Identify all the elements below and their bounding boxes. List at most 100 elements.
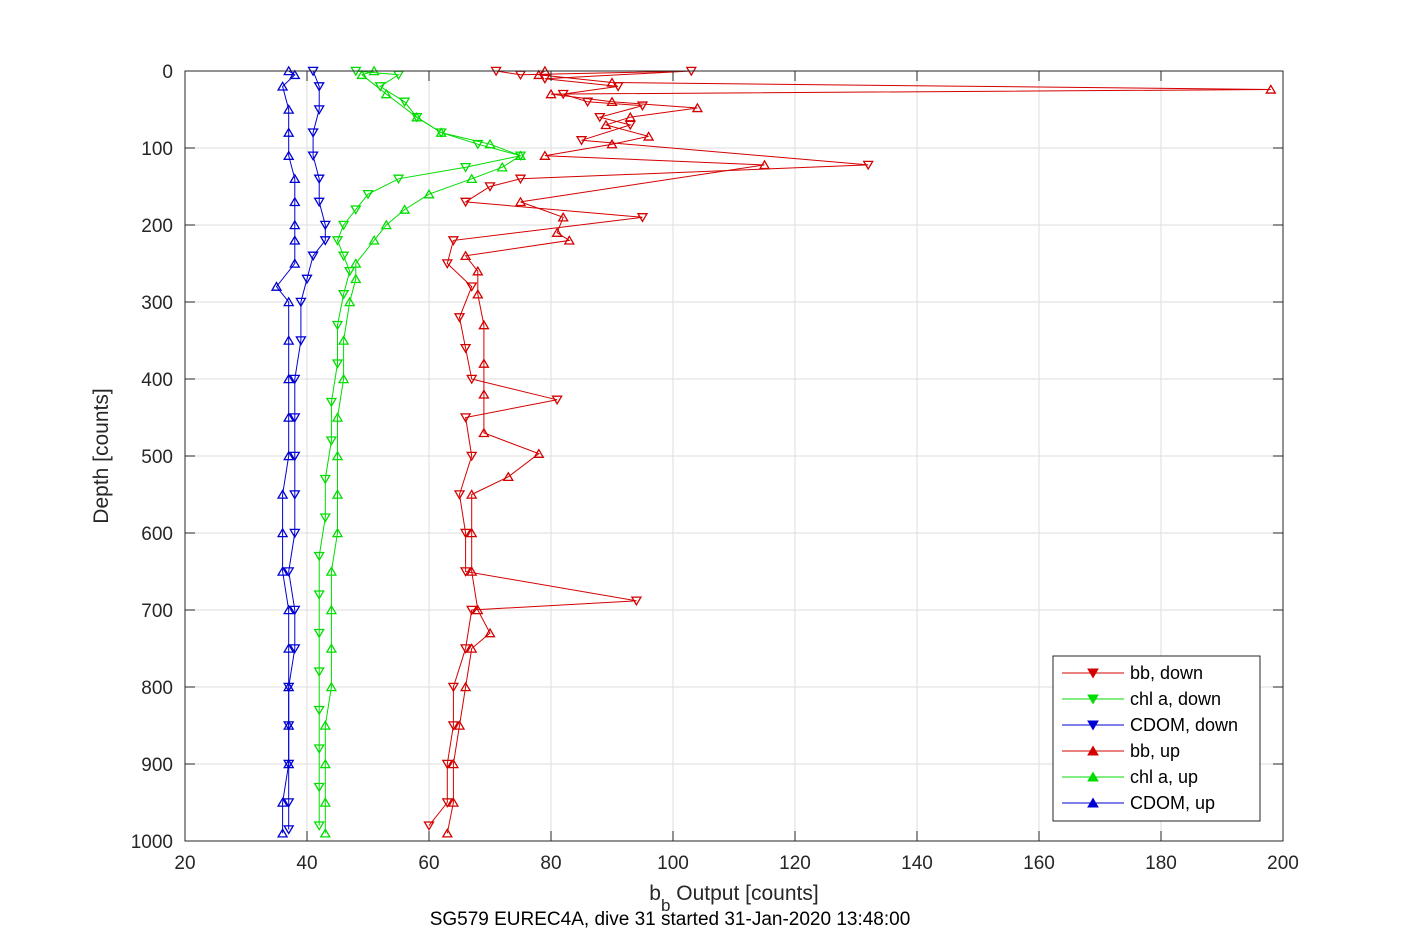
- data-point-marker: [331, 412, 344, 422]
- data-point-marker: [295, 297, 307, 308]
- data-point-marker: [307, 128, 319, 138]
- data-point-marker: [691, 102, 704, 113]
- data-point-marker: [283, 758, 295, 769]
- data-point-marker: [472, 604, 484, 615]
- data-point-marker: [447, 236, 460, 246]
- y-axis-label: Depth [counts]: [90, 388, 113, 523]
- y-tick-label: 300: [141, 293, 173, 314]
- legend-label: chl a, up: [1130, 767, 1198, 787]
- data-point-marker: [337, 251, 350, 262]
- data-point-marker: [459, 197, 472, 208]
- data-point-marker: [276, 797, 289, 807]
- x-tick-label: 20: [174, 853, 195, 874]
- data-point-marker: [581, 97, 594, 108]
- data-point-marker: [283, 643, 295, 653]
- x-tick-label: 200: [1267, 853, 1299, 874]
- series-line: [275, 70, 296, 834]
- legend-item: chl a, down: [1062, 689, 1221, 709]
- data-point-marker: [642, 131, 655, 141]
- data-point-marker: [331, 320, 344, 331]
- data-point-marker: [380, 88, 392, 99]
- x-tick-label: 160: [1023, 853, 1055, 874]
- data-point-marker: [344, 296, 356, 307]
- x-tick-label: 80: [540, 853, 561, 874]
- data-point-marker: [630, 596, 643, 607]
- legend-marker: [1087, 797, 1099, 808]
- data-point-marker: [313, 174, 325, 185]
- data-point-marker: [502, 471, 514, 482]
- data-point-marker: [411, 111, 423, 122]
- y-tick-label: 400: [141, 370, 173, 391]
- series-line: [288, 70, 326, 830]
- data-point-marker: [459, 644, 472, 654]
- series-cdom-up: [270, 65, 301, 838]
- data-point-marker: [459, 250, 472, 261]
- legend-label: bb, up: [1130, 741, 1180, 761]
- data-point-marker: [276, 527, 289, 538]
- legend-item: CDOM, up: [1062, 793, 1215, 813]
- data-point-marker: [466, 282, 478, 292]
- y-tick-label: 600: [141, 524, 173, 545]
- data-point-marker: [459, 681, 472, 692]
- data-point-marker: [325, 436, 338, 446]
- data-point-marker: [331, 450, 344, 461]
- data-point-marker: [283, 373, 295, 384]
- data-point-marker: [374, 82, 386, 92]
- data-point-marker: [319, 720, 331, 730]
- series-line: [324, 70, 522, 834]
- data-point-marker: [289, 528, 301, 539]
- data-point-marker: [636, 213, 649, 223]
- data-point-marker: [289, 644, 301, 654]
- data-point-marker: [441, 259, 453, 269]
- legend-item: chl a, up: [1062, 767, 1198, 787]
- data-point-marker: [337, 335, 350, 345]
- series-chl-a-up: [319, 65, 527, 838]
- data-point-marker: [368, 235, 380, 245]
- x-tick-label: 100: [657, 853, 689, 874]
- data-point-marker: [337, 220, 350, 231]
- data-point-marker: [319, 220, 331, 231]
- data-point-marker: [313, 551, 325, 562]
- x-tick-label: 140: [901, 853, 933, 874]
- data-point-marker: [447, 758, 460, 769]
- x-axis-label: bb Output [counts]: [649, 882, 818, 915]
- data-point-marker: [313, 782, 325, 793]
- data-point-marker: [423, 821, 435, 831]
- data-point-marker: [539, 150, 551, 160]
- data-point-marker: [337, 373, 350, 384]
- data-point-marker: [398, 97, 411, 108]
- data-point-marker: [276, 81, 289, 91]
- data-point-marker: [276, 489, 289, 499]
- data-point-marker: [594, 112, 606, 123]
- data-point-marker: [289, 605, 301, 616]
- data-point-marker: [575, 136, 588, 146]
- data-point-marker: [350, 258, 362, 268]
- data-point-marker: [392, 174, 405, 185]
- data-point-marker: [289, 235, 301, 245]
- series-bb-up: [441, 65, 1277, 838]
- data-point-marker: [301, 274, 313, 285]
- data-point-marker: [398, 204, 411, 214]
- data-point-marker: [276, 827, 289, 838]
- data-point-marker: [319, 797, 331, 807]
- data-point-marker: [283, 825, 295, 835]
- legend-label: CDOM, up: [1130, 793, 1215, 813]
- data-point-marker: [453, 313, 466, 323]
- data-point-marker: [423, 188, 435, 199]
- legend: bb, down chl a, down CDOM, down bb, up chl a…: [1052, 655, 1261, 822]
- data-point-marker: [283, 604, 295, 615]
- data-point-marker: [283, 296, 295, 307]
- data-point-marker: [283, 720, 295, 730]
- data-point-marker: [478, 319, 490, 330]
- data-point-marker: [636, 101, 649, 111]
- data-point-marker: [606, 96, 618, 107]
- data-point-marker: [545, 88, 557, 99]
- data-point-marker: [313, 105, 325, 115]
- x-tick-label: 120: [779, 853, 811, 874]
- x-tick-label: 60: [418, 853, 439, 874]
- data-point-marker: [459, 163, 472, 173]
- data-point-marker: [331, 359, 344, 369]
- legend-marker: [1087, 771, 1099, 782]
- data-point-marker: [466, 643, 478, 653]
